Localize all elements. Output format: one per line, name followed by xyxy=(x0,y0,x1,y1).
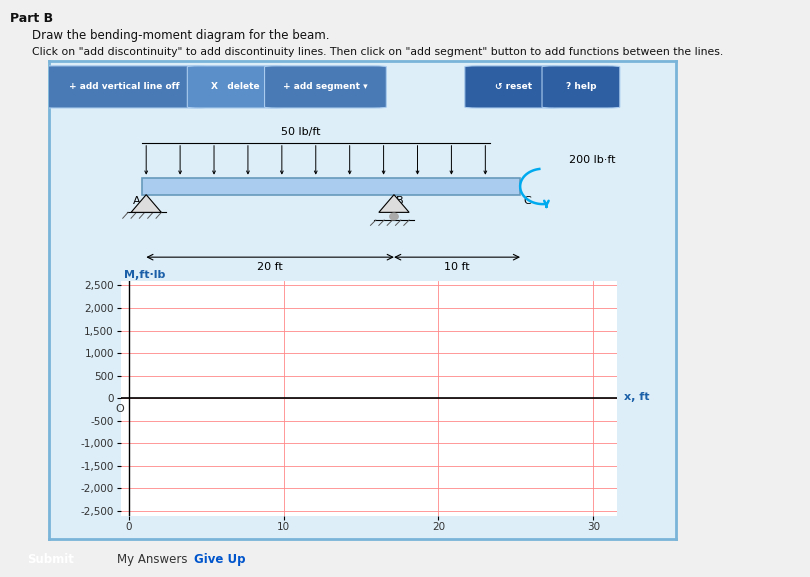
Text: Draw the bending-moment diagram for the beam.: Draw the bending-moment diagram for the … xyxy=(32,29,330,42)
Text: + add vertical line off: + add vertical line off xyxy=(69,83,179,91)
Text: My Answers: My Answers xyxy=(117,553,188,566)
Polygon shape xyxy=(379,194,409,212)
Text: B: B xyxy=(395,196,403,206)
Text: + add segment ▾: + add segment ▾ xyxy=(284,83,368,91)
Text: 10 ft: 10 ft xyxy=(444,262,470,272)
FancyBboxPatch shape xyxy=(465,66,561,108)
Text: Give Up: Give Up xyxy=(194,553,246,566)
Polygon shape xyxy=(131,194,161,212)
Text: ? help: ? help xyxy=(565,83,596,91)
FancyBboxPatch shape xyxy=(265,66,386,108)
FancyBboxPatch shape xyxy=(41,66,207,108)
Text: Part B: Part B xyxy=(10,12,53,25)
Text: 20 ft: 20 ft xyxy=(258,262,283,272)
Text: ↺ reset: ↺ reset xyxy=(495,83,531,91)
FancyBboxPatch shape xyxy=(187,66,284,108)
Text: Click on "add discontinuity" to add discontinuity lines. Then click on "add segm: Click on "add discontinuity" to add disc… xyxy=(32,47,723,57)
Text: C: C xyxy=(523,196,531,206)
Circle shape xyxy=(390,213,399,220)
Text: A: A xyxy=(133,196,140,206)
Text: M,ft·lb: M,ft·lb xyxy=(124,270,165,280)
Text: Submit: Submit xyxy=(28,553,74,565)
Text: O: O xyxy=(115,404,124,414)
Text: 200 lb·ft: 200 lb·ft xyxy=(569,155,615,166)
Text: x, ft: x, ft xyxy=(625,392,650,402)
Bar xyxy=(142,178,520,194)
Text: 50 lb/ft: 50 lb/ft xyxy=(281,127,321,137)
FancyBboxPatch shape xyxy=(542,66,620,108)
Text: X   delete: X delete xyxy=(211,83,260,91)
